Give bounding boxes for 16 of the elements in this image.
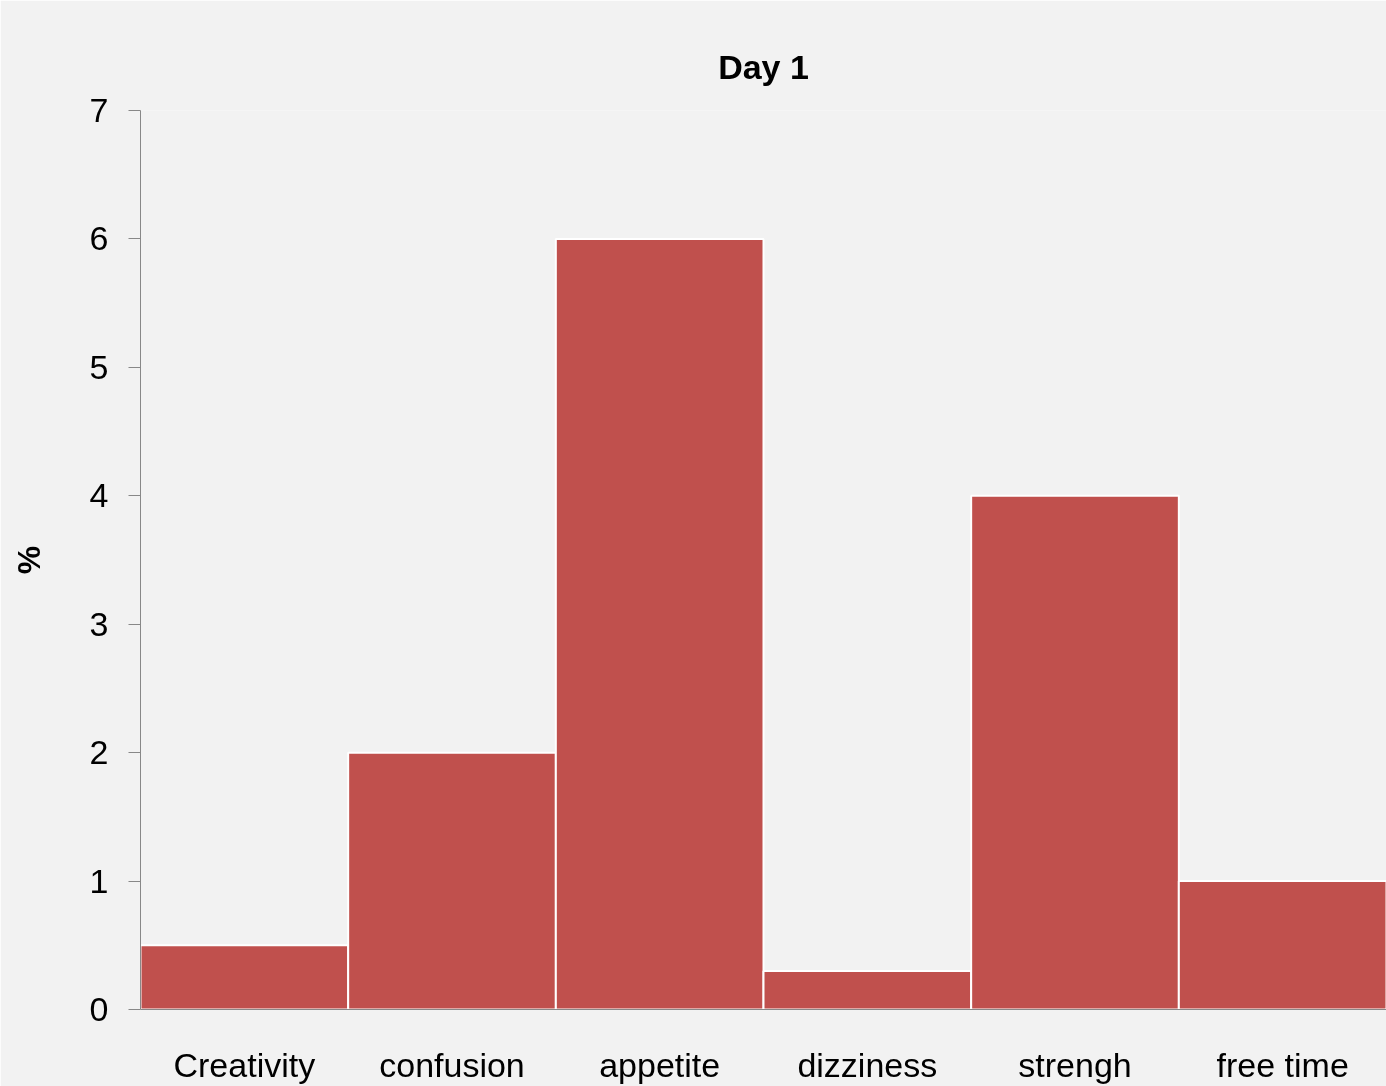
x-tick-label: appetite — [599, 1045, 721, 1084]
x-tick-label: dizziness — [797, 1045, 938, 1084]
y-tick-label: 6 — [89, 219, 109, 258]
y-tick-label: 1 — [89, 861, 109, 900]
chart-title: Day 1 — [718, 47, 809, 86]
y-tick-label: 3 — [89, 604, 109, 643]
y-tick-label: 5 — [89, 347, 109, 386]
x-tick-label: Creativity — [173, 1045, 316, 1084]
y-tick-label: 7 — [89, 91, 109, 129]
x-tick-label: confusion — [379, 1045, 525, 1084]
x-tick-label: strengh — [1018, 1045, 1132, 1084]
y-axis-title: % — [10, 545, 47, 575]
y-tick-label: 2 — [89, 733, 109, 772]
x-tick-label: free time — [1216, 1045, 1349, 1084]
y-tick-label: 4 — [89, 476, 109, 515]
y-tick-label: 0 — [89, 990, 109, 1028]
